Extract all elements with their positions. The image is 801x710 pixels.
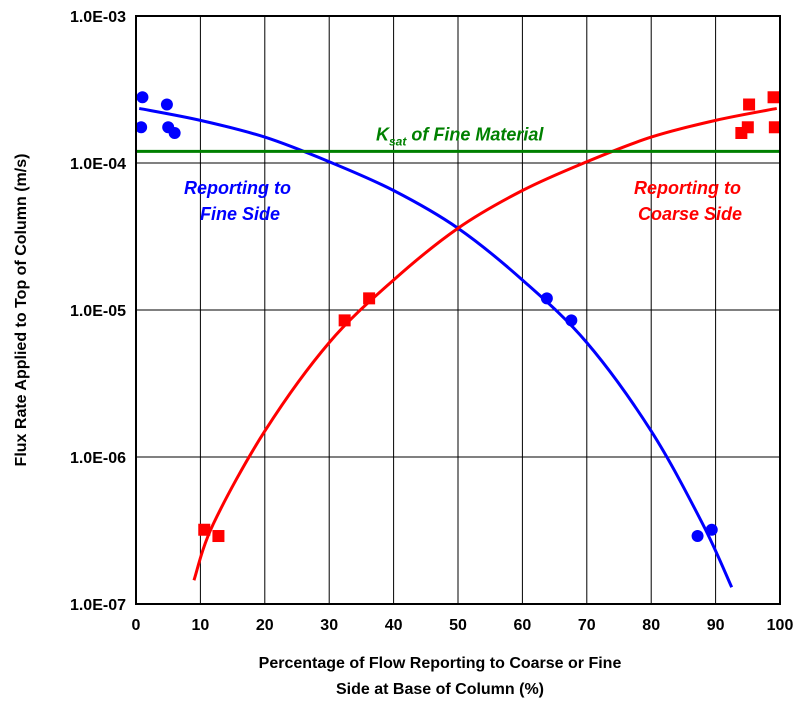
x-axis-title-line-2: Side at Base of Column (%) [336, 681, 544, 698]
plot-frame [135, 15, 781, 605]
y-axis-title: Flux Rate Applied to Top of Column (m/s) [13, 154, 30, 467]
x-tick-labels: 0 10 20 30 40 50 60 70 80 90 100 [132, 617, 794, 634]
y-tick-label: 1.0E-06 [70, 450, 126, 467]
data-point-fine [168, 126, 181, 139]
x-tick-label: 90 [707, 617, 725, 634]
data-point-coarse [768, 121, 781, 134]
annotation-coarse-side: Reporting to Coarse Side [634, 178, 746, 224]
grid-lines [136, 16, 780, 604]
data-point-fine [565, 314, 578, 327]
data-point-fine [705, 523, 718, 536]
data-point-fine [135, 121, 148, 134]
data-points [135, 91, 781, 543]
data-point-coarse [735, 126, 748, 139]
ksat-label-main: K [376, 124, 391, 144]
annotation-fine-line-1: Reporting to [184, 178, 291, 198]
x-tick-label: 0 [132, 617, 141, 634]
y-tick-label: 1.0E-03 [70, 9, 126, 26]
x-tick-label: 40 [385, 617, 403, 634]
y-tick-label: 1.0E-04 [70, 156, 126, 173]
x-tick-label: 80 [642, 617, 660, 634]
y-tick-label: 1.0E-05 [70, 303, 126, 320]
fit-curves [138, 106, 778, 588]
data-point-coarse [198, 523, 211, 536]
data-point-coarse [338, 314, 351, 327]
ksat-label-sub: sat [389, 134, 407, 148]
x-tick-label: 70 [578, 617, 596, 634]
annotation-fine-line-2: Fine Side [200, 204, 280, 224]
data-point-fine [136, 91, 149, 104]
y-tick-labels: 1.0E-07 1.0E-06 1.0E-05 1.0E-04 1.0E-03 [70, 9, 126, 614]
fit-curve [138, 106, 734, 588]
annotation-fine-side: Reporting to Fine Side [184, 178, 296, 224]
x-tick-label: 50 [449, 617, 467, 634]
data-point-coarse [767, 91, 780, 104]
x-axis-title-line-1: Percentage of Flow Reporting to Coarse o… [259, 655, 622, 672]
x-tick-label: 20 [256, 617, 274, 634]
data-point-coarse [212, 530, 225, 543]
data-point-coarse [363, 292, 376, 305]
data-point-fine [540, 292, 553, 305]
data-point-fine [160, 98, 173, 111]
ksat-label-rest: of Fine Material [406, 124, 544, 144]
fit-curve [192, 106, 778, 581]
data-point-coarse [741, 121, 754, 134]
annotation-coarse-line-1: Reporting to [634, 178, 741, 198]
annotation-coarse-line-2: Coarse Side [638, 204, 742, 224]
data-point-fine [691, 530, 704, 543]
x-tick-label: 30 [320, 617, 338, 634]
data-point-coarse [743, 98, 756, 111]
x-tick-label: 10 [192, 617, 210, 634]
x-tick-label: 100 [767, 617, 794, 634]
ksat-label: Ksat of Fine Material [376, 124, 544, 148]
x-tick-label: 60 [514, 617, 532, 634]
y-tick-label: 1.0E-07 [70, 597, 126, 614]
